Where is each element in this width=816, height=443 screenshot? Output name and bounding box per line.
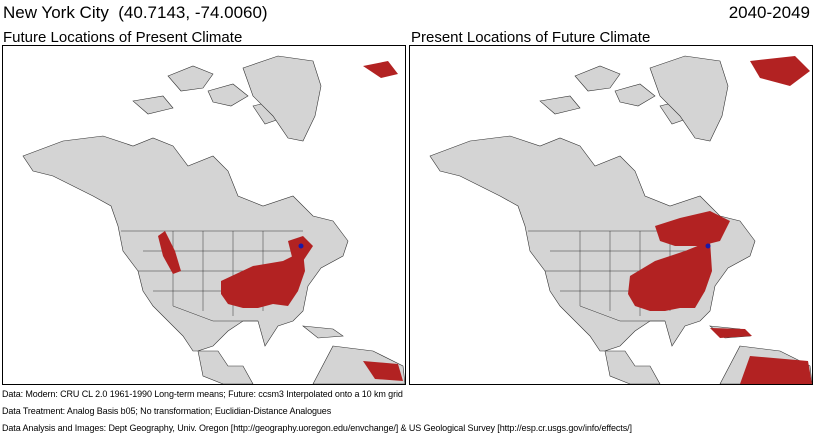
analog-climate-regions: [628, 56, 812, 384]
analog-climate-regions: [158, 61, 403, 381]
arctic-islands: [539, 65, 696, 125]
southeast-us-region: [628, 241, 712, 311]
northeast-region: [288, 236, 313, 261]
footer-attribution: Data Analysis and Images: Dept Geography…: [2, 423, 632, 433]
arctic-region: [750, 56, 810, 86]
greenland: [242, 55, 322, 142]
southeast-us-region: [221, 251, 305, 308]
location-marker: [298, 243, 304, 249]
land-mass: [22, 55, 405, 384]
location-title: New York City (40.7143, -74.0060): [3, 3, 268, 22]
north-america-map-right: [429, 55, 812, 384]
map-panel-future-climate: [409, 45, 813, 385]
caribbean-islands: [302, 325, 344, 339]
right-panel-title: Present Locations of Future Climate: [411, 29, 651, 46]
map-panel-present-climate: [2, 45, 406, 385]
south-america-region: [740, 356, 812, 384]
arctic-region: [363, 61, 398, 78]
south-america-region: [363, 361, 403, 381]
left-panel-title: Future Locations of Present Climate: [3, 29, 243, 46]
footer-data-source: Data: Modern: CRU CL 2.0 1961-1990 Long-…: [2, 389, 403, 399]
time-period: 2040-2049: [728, 3, 810, 22]
land-mass: [429, 55, 812, 384]
greenland: [649, 55, 729, 142]
location-marker: [705, 243, 711, 249]
arctic-islands: [132, 65, 289, 125]
pacific-northwest-region: [158, 231, 181, 274]
caribbean-region: [710, 328, 752, 338]
footer-data-treatment: Data Treatment: Analog Basis b05; No tra…: [2, 406, 332, 416]
north-america-map-left: [22, 55, 405, 384]
northeast-region: [655, 211, 730, 246]
